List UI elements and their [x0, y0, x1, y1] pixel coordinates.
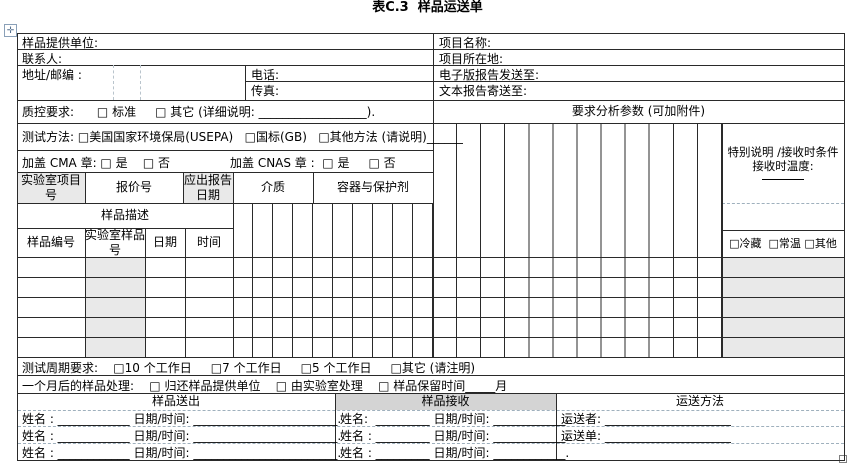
shaded-cell-report-due-header: [184, 173, 233, 203]
transport-method-header: 运送方法: [675, 394, 724, 409]
dashed-row-line: [18, 410, 844, 411]
row-line: [17, 297, 845, 298]
column-line: [335, 393, 336, 460]
cma-stamp-option[interactable]: 加盖 CMA 章: □ 是 □ 否: [22, 156, 170, 170]
row-line: [722, 230, 844, 231]
dashed-row-line: [722, 203, 844, 204]
row-line: [17, 317, 845, 318]
lab-sample-no-header: 实验室样品号: [85, 228, 146, 257]
report-due-header: 应出报告日期: [183, 173, 232, 202]
column-line: [556, 393, 557, 460]
column-line: [185, 228, 186, 357]
row-line: [17, 277, 845, 278]
sample-disposal-row[interactable]: 一个月后的样品处理: □ 归还样品提供单位 □ 由实验室处理 □ 样品保留时间_…: [22, 379, 508, 393]
sample-no-header: 样品编号: [26, 235, 75, 250]
received-signature-row[interactable]: 姓名 : _________ 日期/时间: ____________.: [340, 429, 570, 443]
dashed-row-line: [18, 426, 844, 427]
row-line: [17, 337, 845, 338]
project-location-label[interactable]: 项目所在地:: [439, 52, 504, 66]
column-line: [245, 65, 246, 100]
sample-received-header: 样品接收: [421, 394, 470, 409]
temperature-blank-line[interactable]: [762, 178, 804, 180]
storage-condition-options[interactable]: □冷藏 □常温 □其他: [729, 236, 837, 250]
text-report-label[interactable]: 文本报告寄送至:: [439, 84, 528, 98]
analysis-params-header: 要求分析参数 (可加附件): [571, 104, 706, 119]
dashed-row-line: [18, 443, 844, 444]
e-report-label[interactable]: 电子版报告发送至:: [439, 68, 540, 82]
row-line: [245, 81, 844, 82]
column-line: [85, 228, 86, 357]
table-border-left: [17, 33, 18, 461]
column-line: [233, 172, 234, 357]
shaded-rows-special-notes: [723, 258, 844, 357]
quote-no-header: 报价号: [115, 180, 152, 195]
medium-container-subcolumn-grid: [233, 203, 433, 357]
received-signature-row[interactable]: 姓名 : _________ 日期/时间: ____________.: [340, 446, 570, 460]
shaded-column-lab-sample-no: [86, 258, 145, 357]
row-line: [17, 203, 434, 204]
row-line: [17, 228, 234, 229]
column-line: [183, 172, 184, 203]
table-border-right: [844, 33, 845, 461]
table-resize-handle[interactable]: [839, 455, 847, 463]
sent-signature-row[interactable]: 姓名 : ____________ 日期/时间: _______________…: [22, 429, 342, 443]
column-line: [145, 228, 146, 357]
fax-label[interactable]: 传真:: [251, 84, 280, 98]
sample-description-header: 样品描述: [100, 208, 149, 223]
row-line: [17, 393, 845, 394]
move-cross-icon: ✛: [6, 25, 15, 36]
project-name-label[interactable]: 项目名称:: [439, 36, 492, 50]
sent-signature-row[interactable]: 姓名 : ____________ 日期/时间: _______________…: [22, 446, 342, 460]
dashed-column-line: [113, 65, 114, 100]
row-line: [17, 172, 434, 173]
contact-label[interactable]: 联系人:: [22, 52, 63, 66]
column-line: [313, 172, 314, 203]
receive-temperature-label: 接收时温度:: [752, 159, 814, 173]
row-line: [17, 257, 845, 258]
shaded-cell-received-header: [336, 394, 556, 410]
address-label[interactable]: 地址/邮编 :: [22, 68, 82, 82]
sent-signature-row[interactable]: 姓名 : ____________ 日期/时间: _______________…: [22, 412, 342, 426]
column-line-center: [433, 33, 434, 357]
special-notes-line1: 特别说明 /接收时条件: [727, 145, 839, 160]
table-border-bottom: [17, 460, 845, 461]
date-header: 日期: [152, 235, 177, 250]
row-line: [17, 123, 845, 124]
phone-label[interactable]: 电话:: [251, 68, 280, 82]
test-cycle-row[interactable]: 测试周期要求: □10 个工作日 □7 个工作日 □5 个工作日 □其它 (请注…: [22, 361, 476, 375]
row-line: [17, 150, 434, 151]
test-method-row[interactable]: 测试方法: □美国国家环境保局(USEPA) □国标(GB) □其他方法 (请说…: [22, 130, 463, 144]
container-preservative-header: 容器与保护剂: [336, 180, 409, 195]
transporter-row[interactable]: 运送者: _____________________: [561, 412, 731, 426]
row-line: [17, 49, 845, 50]
time-header: 时间: [196, 235, 221, 250]
special-notes-cell: 特别说明 /接收时条件 接收时温度:: [722, 123, 844, 203]
provider-label[interactable]: 样品提供单位:: [22, 36, 99, 50]
row-line: [17, 357, 845, 358]
row-line: [17, 65, 845, 66]
column-line: [85, 172, 86, 203]
page-title: 表C.3 样品运送单: [372, 0, 483, 15]
received-signature-row[interactable]: 姓名: _________ 日期/时间: ____________.: [340, 412, 570, 426]
table-border-top: [17, 33, 845, 34]
column-line: [722, 123, 723, 357]
dashed-column-line: [140, 65, 141, 100]
sample-sent-header: 样品送出: [151, 394, 200, 409]
lab-project-no-header: 实验室项目号: [20, 173, 81, 202]
transport-bill-row[interactable]: 运送单: _____________________: [561, 429, 731, 443]
medium-header: 介质: [260, 180, 285, 195]
analysis-parameter-column-grid: [433, 123, 722, 357]
qc-requirement-row[interactable]: 质控要求: □ 标准 □ 其它 (详细说明: _________________…: [22, 105, 376, 119]
cnas-stamp-option[interactable]: 加盖 CNAS 章 : □ 是 □ 否: [230, 156, 396, 170]
shaded-cell-lab-project-header: [18, 173, 85, 203]
table-move-handle-icon[interactable]: ✛: [4, 24, 17, 37]
row-line: [17, 375, 845, 376]
row-line: [17, 100, 845, 101]
